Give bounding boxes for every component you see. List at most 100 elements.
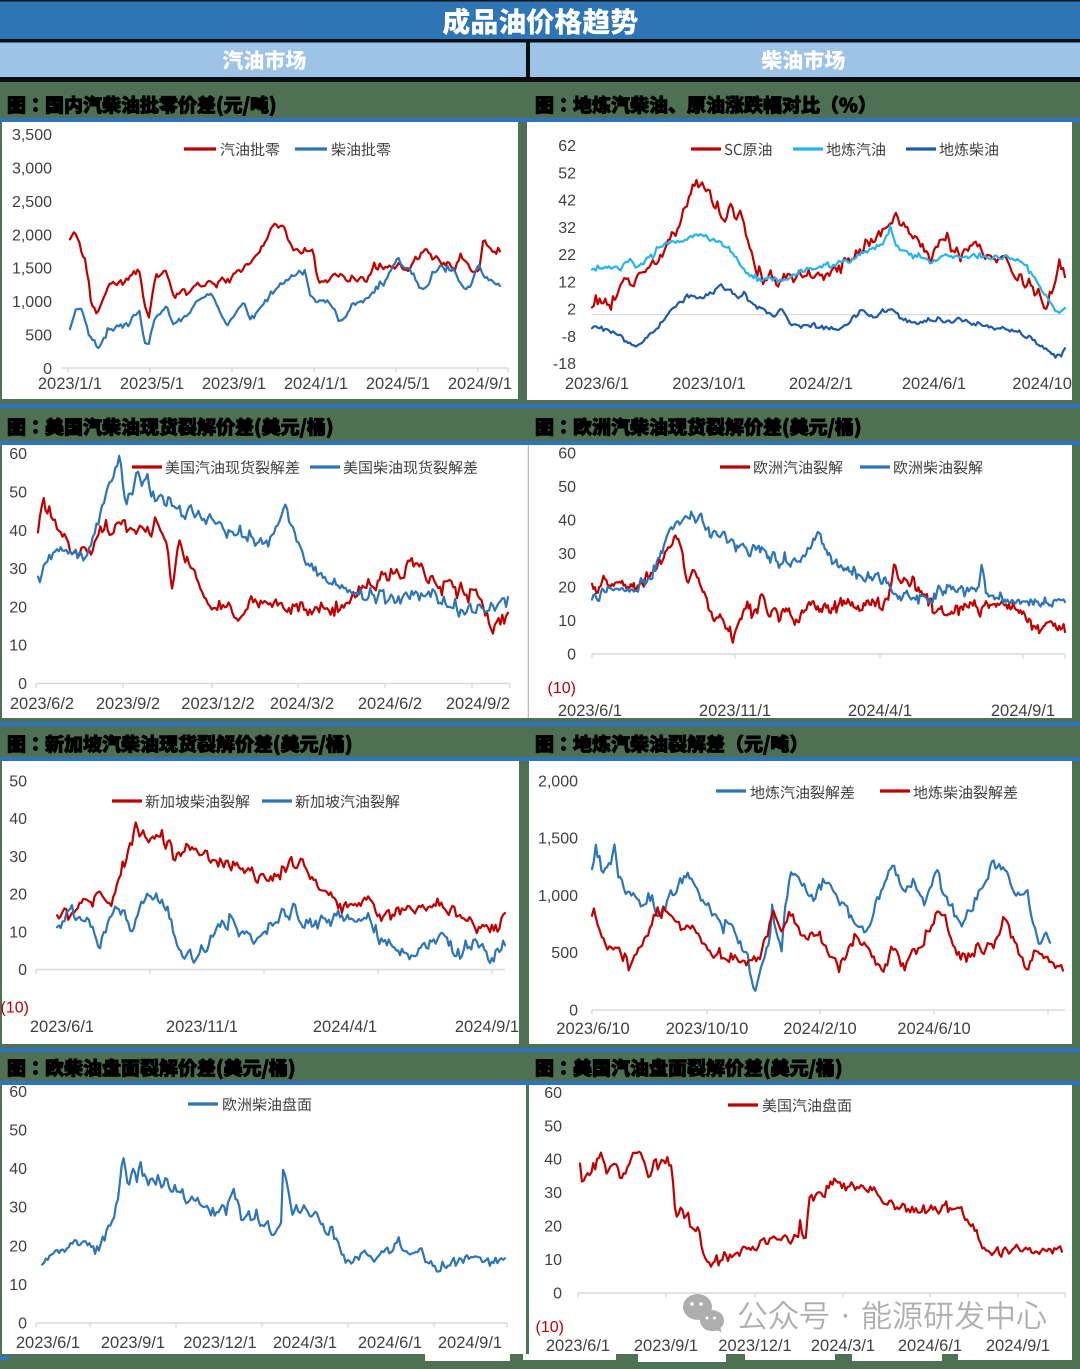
svg-text:3,000: 3,000 (12, 160, 52, 177)
svg-text:1,500: 1,500 (12, 261, 52, 278)
svg-text:2024/6/1: 2024/6/1 (358, 1334, 422, 1352)
svg-text:2023/9/1: 2023/9/1 (634, 1337, 698, 1355)
svg-text:2024/1/1: 2024/1/1 (284, 375, 348, 393)
svg-text:2024/6/2: 2024/6/2 (358, 695, 422, 713)
svg-text:2024/9/1: 2024/9/1 (986, 1337, 1050, 1355)
svg-text:-8: -8 (562, 329, 576, 346)
svg-text:2024/3/1: 2024/3/1 (273, 1334, 337, 1352)
svg-text:2024/6/10: 2024/6/10 (897, 1020, 970, 1038)
svg-text:40: 40 (558, 513, 576, 530)
svg-text:2023/9/2: 2023/9/2 (96, 695, 160, 713)
svg-text:0: 0 (553, 1286, 562, 1303)
svg-text:40: 40 (544, 1152, 562, 1169)
svg-text:(10): (10) (536, 1319, 564, 1336)
svg-text:2024/2/1: 2024/2/1 (789, 375, 853, 393)
svg-text:20: 20 (9, 599, 27, 616)
svg-text:40: 40 (9, 1161, 27, 1178)
svg-text:2023/6/1: 2023/6/1 (558, 702, 622, 720)
svg-text:20: 20 (544, 1219, 562, 1236)
svg-text:0: 0 (18, 1316, 27, 1333)
svg-text:40: 40 (9, 523, 27, 540)
svg-text:-18: -18 (553, 356, 576, 373)
svg-text:0: 0 (43, 361, 52, 378)
svg-text:10: 10 (558, 613, 576, 630)
svg-text:42: 42 (558, 193, 576, 210)
svg-text:30: 30 (544, 1185, 562, 1202)
svg-text:500: 500 (551, 945, 578, 962)
svg-text:2023/9/1: 2023/9/1 (202, 375, 266, 393)
svg-text:62: 62 (558, 138, 576, 155)
svg-text:2023/12/1: 2023/12/1 (718, 1337, 791, 1355)
svg-text:2024/9/1: 2024/9/1 (438, 1334, 502, 1352)
svg-text:1,000: 1,000 (538, 888, 578, 905)
svg-text:2024/6/1: 2024/6/1 (902, 375, 966, 393)
svg-text:60: 60 (558, 446, 576, 463)
svg-text:2024/10/1: 2024/10/1 (1012, 375, 1080, 393)
svg-text:30: 30 (9, 561, 27, 578)
svg-text:12: 12 (558, 274, 576, 291)
svg-text:2023/12/2: 2023/12/2 (181, 695, 254, 713)
svg-text:2023/10/1: 2023/10/1 (672, 375, 745, 393)
svg-text:2023/6/10: 2023/6/10 (556, 1020, 629, 1038)
svg-text:32: 32 (558, 220, 576, 237)
svg-text:2023/10/10: 2023/10/10 (666, 1020, 749, 1038)
svg-text:10: 10 (9, 1277, 27, 1294)
svg-text:2024/3/1: 2024/3/1 (811, 1337, 875, 1355)
svg-text:2023/6/1: 2023/6/1 (546, 1337, 610, 1355)
svg-text:2023/12/1: 2023/12/1 (183, 1334, 256, 1352)
svg-text:52: 52 (558, 165, 576, 182)
svg-text:2,000: 2,000 (538, 773, 578, 790)
svg-text:40: 40 (9, 811, 27, 828)
svg-text:22: 22 (558, 247, 576, 264)
svg-text:50: 50 (9, 1123, 27, 1140)
svg-text:3,500: 3,500 (12, 127, 52, 144)
svg-text:2024/2/10: 2024/2/10 (783, 1020, 856, 1038)
svg-text:2,000: 2,000 (12, 227, 52, 244)
svg-text:2024/5/1: 2024/5/1 (366, 375, 430, 393)
svg-text:50: 50 (9, 485, 27, 502)
svg-text:2024/9/1: 2024/9/1 (448, 375, 512, 393)
svg-text:(10): (10) (1, 1000, 29, 1017)
svg-text:20: 20 (558, 580, 576, 597)
svg-text:2023/5/1: 2023/5/1 (120, 375, 184, 393)
svg-text:2024/4/1: 2024/4/1 (848, 702, 912, 720)
svg-text:10: 10 (544, 1252, 562, 1269)
svg-text:2: 2 (567, 302, 576, 319)
svg-text:1,000: 1,000 (12, 294, 52, 311)
svg-text:2023/11/1: 2023/11/1 (166, 1018, 238, 1036)
svg-text:2023/6/1: 2023/6/1 (565, 375, 629, 393)
svg-text:2024/9/1: 2024/9/1 (455, 1018, 519, 1036)
svg-text:2024/9/1: 2024/9/1 (991, 702, 1055, 720)
svg-text:60: 60 (544, 1085, 562, 1102)
svg-text:2024/4/1: 2024/4/1 (313, 1018, 377, 1036)
svg-text:1,500: 1,500 (538, 831, 578, 848)
svg-text:10: 10 (9, 924, 27, 941)
svg-text:50: 50 (544, 1118, 562, 1135)
svg-text:50: 50 (9, 774, 27, 791)
svg-text:0: 0 (569, 1003, 578, 1020)
svg-text:2024/3/2: 2024/3/2 (270, 695, 334, 713)
svg-text:(10): (10) (548, 680, 576, 697)
svg-text:2023/9/1: 2023/9/1 (101, 1334, 165, 1352)
svg-text:2023/6/2: 2023/6/2 (10, 695, 74, 713)
svg-text:0: 0 (567, 647, 576, 664)
svg-text:30: 30 (9, 849, 27, 866)
svg-text:2,500: 2,500 (12, 194, 52, 211)
svg-text:2023/11/1: 2023/11/1 (699, 702, 771, 720)
svg-text:60: 60 (9, 1084, 27, 1101)
svg-text:2023/6/1: 2023/6/1 (30, 1018, 94, 1036)
svg-text:2023/6/1: 2023/6/1 (16, 1334, 80, 1352)
svg-text:30: 30 (558, 546, 576, 563)
svg-text:50: 50 (558, 479, 576, 496)
svg-text:20: 20 (9, 1238, 27, 1255)
svg-text:10: 10 (9, 638, 27, 655)
svg-text:30: 30 (9, 1200, 27, 1217)
svg-text:2024/9/2: 2024/9/2 (446, 695, 510, 713)
svg-text:0: 0 (18, 676, 27, 693)
svg-text:2023/1/1: 2023/1/1 (38, 375, 102, 393)
svg-text:500: 500 (25, 328, 52, 345)
svg-text:60: 60 (9, 446, 27, 463)
svg-text:20: 20 (9, 887, 27, 904)
svg-text:0: 0 (18, 962, 27, 979)
svg-text:2024/6/1: 2024/6/1 (898, 1337, 962, 1355)
